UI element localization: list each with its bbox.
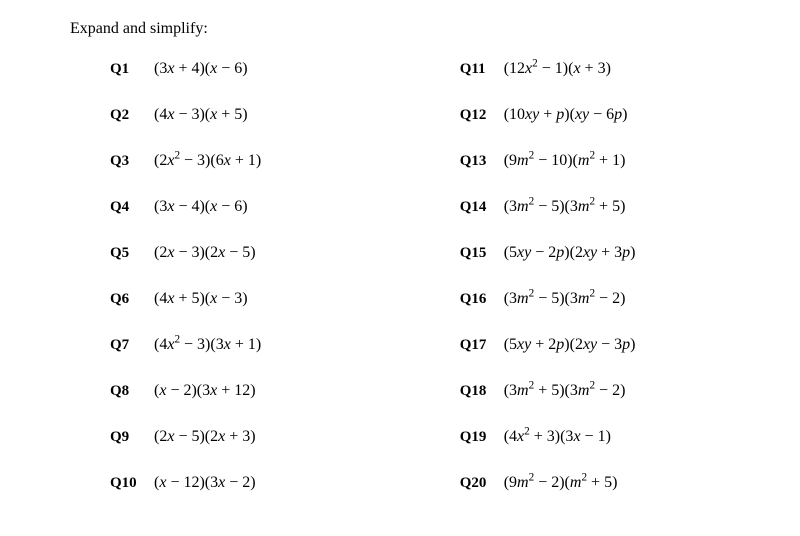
question-expression: (3m2 + 5)(3m2 − 2) bbox=[504, 382, 626, 400]
question-expression: (4x2 − 3)(3x + 1) bbox=[154, 336, 261, 354]
question-row: Q6(4x + 5)(x − 3) bbox=[110, 290, 460, 336]
question-number: Q20 bbox=[460, 475, 504, 492]
question-row: Q8(x − 2)(3x + 12) bbox=[110, 382, 460, 428]
question-expression: (3x − 4)(x − 6) bbox=[154, 198, 248, 216]
question-row: Q5(2x − 3)(2x − 5) bbox=[110, 244, 460, 290]
question-expression: (2x − 5)(2x + 3) bbox=[154, 428, 256, 446]
question-number: Q18 bbox=[460, 383, 504, 400]
question-row: Q17(5xy + 2p)(2xy − 3p) bbox=[460, 336, 800, 382]
question-expression: (3x + 4)(x − 6) bbox=[154, 60, 248, 78]
question-number: Q3 bbox=[110, 153, 154, 170]
question-expression: (9m2 − 10)(m2 + 1) bbox=[504, 152, 626, 170]
right-column: Q11(12x2 − 1)(x + 3)Q12(10xy + p)(xy − 6… bbox=[460, 60, 800, 520]
question-expression: (5xy − 2p)(2xy + 3p) bbox=[504, 244, 636, 262]
question-number: Q16 bbox=[460, 291, 504, 308]
question-expression: (10xy + p)(xy − 6p) bbox=[504, 106, 628, 124]
question-expression: (3m2 − 5)(3m2 − 2) bbox=[504, 290, 626, 308]
question-expression: (x − 12)(3x − 2) bbox=[154, 474, 256, 492]
question-number: Q8 bbox=[110, 383, 154, 400]
question-row: Q18(3m2 + 5)(3m2 − 2) bbox=[460, 382, 800, 428]
question-number: Q14 bbox=[460, 199, 504, 216]
question-number: Q11 bbox=[460, 61, 504, 78]
question-row: Q16(3m2 − 5)(3m2 − 2) bbox=[460, 290, 800, 336]
question-row: Q7(4x2 − 3)(3x + 1) bbox=[110, 336, 460, 382]
question-expression: (2x2 − 3)(6x + 1) bbox=[154, 152, 261, 170]
question-number: Q4 bbox=[110, 199, 154, 216]
question-row: Q1(3x + 4)(x − 6) bbox=[110, 60, 460, 106]
question-number: Q1 bbox=[110, 61, 154, 78]
question-number: Q10 bbox=[110, 475, 154, 492]
columns-wrap: Q1(3x + 4)(x − 6)Q2(4x − 3)(x + 5)Q3(2x2… bbox=[70, 60, 800, 520]
question-expression: (x − 2)(3x + 12) bbox=[154, 382, 256, 400]
question-row: Q20(9m2 − 2)(m2 + 5) bbox=[460, 474, 800, 520]
question-row: Q19(4x2 + 3)(3x − 1) bbox=[460, 428, 800, 474]
question-number: Q5 bbox=[110, 245, 154, 262]
question-row: Q4(3x − 4)(x − 6) bbox=[110, 198, 460, 244]
question-number: Q17 bbox=[460, 337, 504, 354]
left-column: Q1(3x + 4)(x − 6)Q2(4x − 3)(x + 5)Q3(2x2… bbox=[70, 60, 460, 520]
question-expression: (2x − 3)(2x − 5) bbox=[154, 244, 256, 262]
question-number: Q7 bbox=[110, 337, 154, 354]
page-heading: Expand and simplify: bbox=[70, 20, 800, 38]
question-expression: (9m2 − 2)(m2 + 5) bbox=[504, 474, 618, 492]
question-expression: (4x2 + 3)(3x − 1) bbox=[504, 428, 611, 446]
question-row: Q11(12x2 − 1)(x + 3) bbox=[460, 60, 800, 106]
question-row: Q13(9m2 − 10)(m2 + 1) bbox=[460, 152, 800, 198]
question-row: Q12(10xy + p)(xy − 6p) bbox=[460, 106, 800, 152]
question-expression: (3m2 − 5)(3m2 + 5) bbox=[504, 198, 626, 216]
question-row: Q3(2x2 − 3)(6x + 1) bbox=[110, 152, 460, 198]
question-expression: (5xy + 2p)(2xy − 3p) bbox=[504, 336, 636, 354]
question-number: Q15 bbox=[460, 245, 504, 262]
question-number: Q19 bbox=[460, 429, 504, 446]
question-row: Q14(3m2 − 5)(3m2 + 5) bbox=[460, 198, 800, 244]
question-row: Q2(4x − 3)(x + 5) bbox=[110, 106, 460, 152]
question-row: Q10(x − 12)(3x − 2) bbox=[110, 474, 460, 520]
question-number: Q6 bbox=[110, 291, 154, 308]
question-expression: (4x − 3)(x + 5) bbox=[154, 106, 248, 124]
question-expression: (12x2 − 1)(x + 3) bbox=[504, 60, 611, 78]
question-number: Q12 bbox=[460, 107, 504, 124]
question-row: Q15(5xy − 2p)(2xy + 3p) bbox=[460, 244, 800, 290]
question-number: Q13 bbox=[460, 153, 504, 170]
worksheet-page: Expand and simplify: Q1(3x + 4)(x − 6)Q2… bbox=[0, 0, 800, 520]
question-row: Q9(2x − 5)(2x + 3) bbox=[110, 428, 460, 474]
question-number: Q9 bbox=[110, 429, 154, 446]
question-number: Q2 bbox=[110, 107, 154, 124]
question-expression: (4x + 5)(x − 3) bbox=[154, 290, 248, 308]
